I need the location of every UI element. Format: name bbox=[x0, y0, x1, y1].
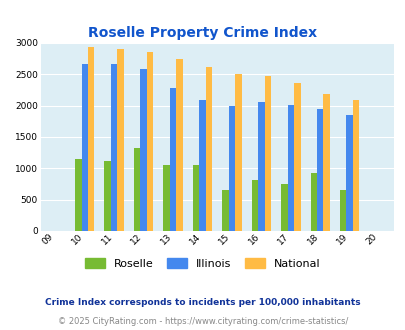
Bar bbox=[205, 67, 212, 231]
Legend: Roselle, Illinois, National: Roselle, Illinois, National bbox=[81, 254, 324, 273]
Text: © 2025 CityRating.com - https://www.cityrating.com/crime-statistics/: © 2025 CityRating.com - https://www.city… bbox=[58, 317, 347, 326]
Bar bbox=[293, 83, 300, 231]
Text: Crime Index corresponds to incidents per 100,000 inhabitants: Crime Index corresponds to incidents per… bbox=[45, 298, 360, 307]
Bar bbox=[316, 109, 323, 231]
Bar bbox=[251, 180, 258, 231]
Bar bbox=[199, 100, 205, 231]
Bar bbox=[310, 173, 316, 231]
Bar bbox=[147, 52, 153, 231]
Bar bbox=[140, 69, 147, 231]
Bar bbox=[352, 100, 358, 231]
Bar bbox=[81, 64, 88, 231]
Bar bbox=[258, 102, 264, 231]
Bar bbox=[111, 64, 117, 231]
Bar bbox=[339, 190, 345, 231]
Bar bbox=[345, 115, 352, 231]
Bar bbox=[88, 47, 94, 231]
Text: Roselle Property Crime Index: Roselle Property Crime Index bbox=[88, 26, 317, 40]
Bar bbox=[222, 190, 228, 231]
Bar bbox=[192, 165, 199, 231]
Bar bbox=[228, 106, 234, 231]
Bar bbox=[264, 76, 271, 231]
Bar bbox=[234, 74, 241, 231]
Bar bbox=[163, 165, 169, 231]
Bar bbox=[323, 94, 329, 231]
Bar bbox=[169, 88, 176, 231]
Bar bbox=[104, 161, 111, 231]
Bar bbox=[75, 159, 81, 231]
Bar bbox=[134, 148, 140, 231]
Bar bbox=[117, 49, 124, 231]
Bar bbox=[176, 59, 182, 231]
Bar bbox=[287, 105, 293, 231]
Bar bbox=[280, 184, 287, 231]
